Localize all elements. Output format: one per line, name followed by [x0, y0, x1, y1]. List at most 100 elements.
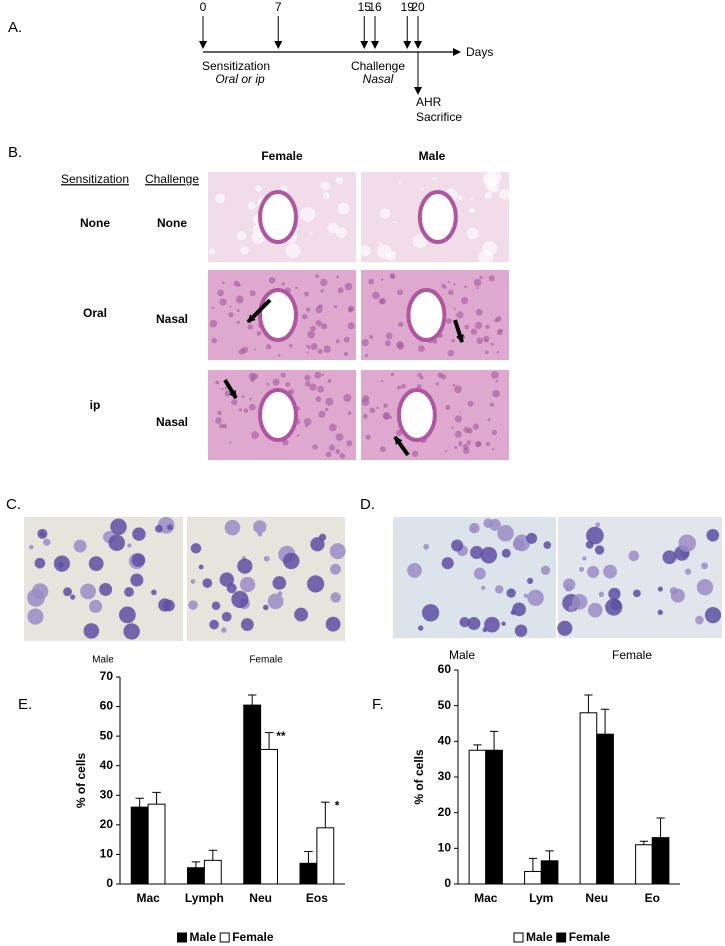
cell: [527, 589, 544, 607]
cytology-images: [24, 516, 722, 641]
tissue-texture: [432, 176, 437, 181]
cell: [594, 545, 605, 555]
tissue-texture: [491, 429, 498, 436]
tissue-texture: [488, 275, 495, 282]
bar: [524, 871, 542, 885]
legend-label: Male: [190, 930, 217, 944]
y-tick-label: 60: [100, 699, 114, 713]
cell: [598, 591, 605, 598]
error-bar: [152, 791, 161, 805]
tissue-texture: [268, 276, 276, 284]
tissue-texture: [411, 450, 419, 458]
tissue-texture: [236, 320, 240, 324]
y-tick-label: 70: [100, 669, 114, 683]
tissue-texture: [472, 423, 479, 430]
tissue-texture: [494, 318, 499, 323]
cell: [467, 617, 481, 630]
error-bar: [656, 817, 665, 838]
tissue-texture: [215, 417, 222, 424]
tissue-texture: [401, 383, 406, 389]
tissue-texture: [323, 345, 331, 353]
cell: [263, 555, 270, 562]
tissue-texture: [380, 380, 384, 383]
error-bar: [191, 861, 201, 868]
tissue-texture: [347, 322, 355, 330]
cell: [586, 526, 604, 545]
tissue-texture: [307, 346, 311, 350]
tissue-texture: [254, 348, 257, 351]
tissue-texture: [477, 249, 494, 266]
tissue-texture: [310, 325, 316, 332]
tissue-texture: [336, 275, 340, 279]
tissue-texture: [490, 342, 494, 346]
bar: [130, 806, 149, 885]
bar: [243, 704, 262, 885]
annotation: Nasal: [363, 72, 394, 86]
error-bar: [135, 797, 144, 808]
cell: [166, 524, 173, 531]
tissue-texture: [255, 185, 262, 192]
cell: [209, 619, 219, 630]
cell: [571, 594, 588, 610]
legend-swatch: [219, 932, 230, 943]
panel-label: E.: [18, 696, 32, 713]
tissue-texture: [447, 349, 455, 357]
airway: [258, 388, 298, 442]
y-tick-label: 10: [438, 841, 452, 855]
tissue-texture: [343, 336, 350, 343]
cell: [63, 587, 72, 597]
tissue-texture: [461, 297, 469, 305]
tissue-texture: [445, 404, 451, 411]
annotation: AHR: [416, 95, 442, 109]
tissue-texture: [361, 398, 370, 407]
cell: [118, 606, 136, 624]
cell: [267, 593, 284, 610]
tissue-texture: [479, 275, 483, 280]
tissue-texture: [335, 339, 340, 344]
cell: [231, 590, 249, 609]
tissue-texture: [211, 337, 218, 344]
error-bar: [247, 694, 257, 706]
tissue-texture: [285, 243, 301, 259]
cell: [190, 579, 196, 584]
tissue-texture: [337, 287, 344, 294]
tissue-texture: [266, 344, 272, 350]
tissue-texture: [241, 394, 245, 398]
cell: [684, 568, 692, 575]
tissue-texture: [437, 372, 443, 378]
tissue-texture: [362, 413, 368, 419]
tissue-texture: [328, 423, 337, 432]
tissue-texture: [496, 351, 499, 354]
tissue-texture: [452, 383, 456, 387]
row-label: None: [157, 216, 187, 230]
tissue-texture: [221, 281, 225, 285]
cell: [501, 548, 511, 558]
cell: [37, 528, 48, 539]
tissue-texture: [344, 282, 353, 291]
tissue-texture: [217, 410, 222, 416]
legend-swatch: [513, 932, 524, 943]
tissue-texture: [343, 393, 352, 402]
tissue-texture: [256, 331, 262, 336]
cell: [605, 598, 623, 616]
cell: [131, 553, 146, 567]
airway: [417, 190, 458, 244]
tissue-texture: [249, 397, 252, 401]
row-label: Nasal: [156, 312, 188, 326]
cell: [130, 573, 144, 587]
tissue-texture: [396, 342, 405, 350]
tissue-texture: [365, 434, 371, 440]
tissue-texture: [484, 191, 493, 199]
bar: [299, 862, 318, 885]
tissue-texture: [383, 403, 388, 408]
tissue-texture: [318, 410, 326, 418]
error-bar: [545, 850, 554, 861]
image-caption: Female: [612, 648, 652, 662]
y-tick-label: 0: [444, 876, 451, 890]
day-label: 19: [401, 0, 415, 14]
tissue-texture: [231, 399, 238, 406]
tissue-texture: [379, 446, 386, 453]
y-tick-label: 40: [438, 734, 452, 748]
error-bar: [473, 744, 482, 751]
cell: [89, 599, 103, 613]
